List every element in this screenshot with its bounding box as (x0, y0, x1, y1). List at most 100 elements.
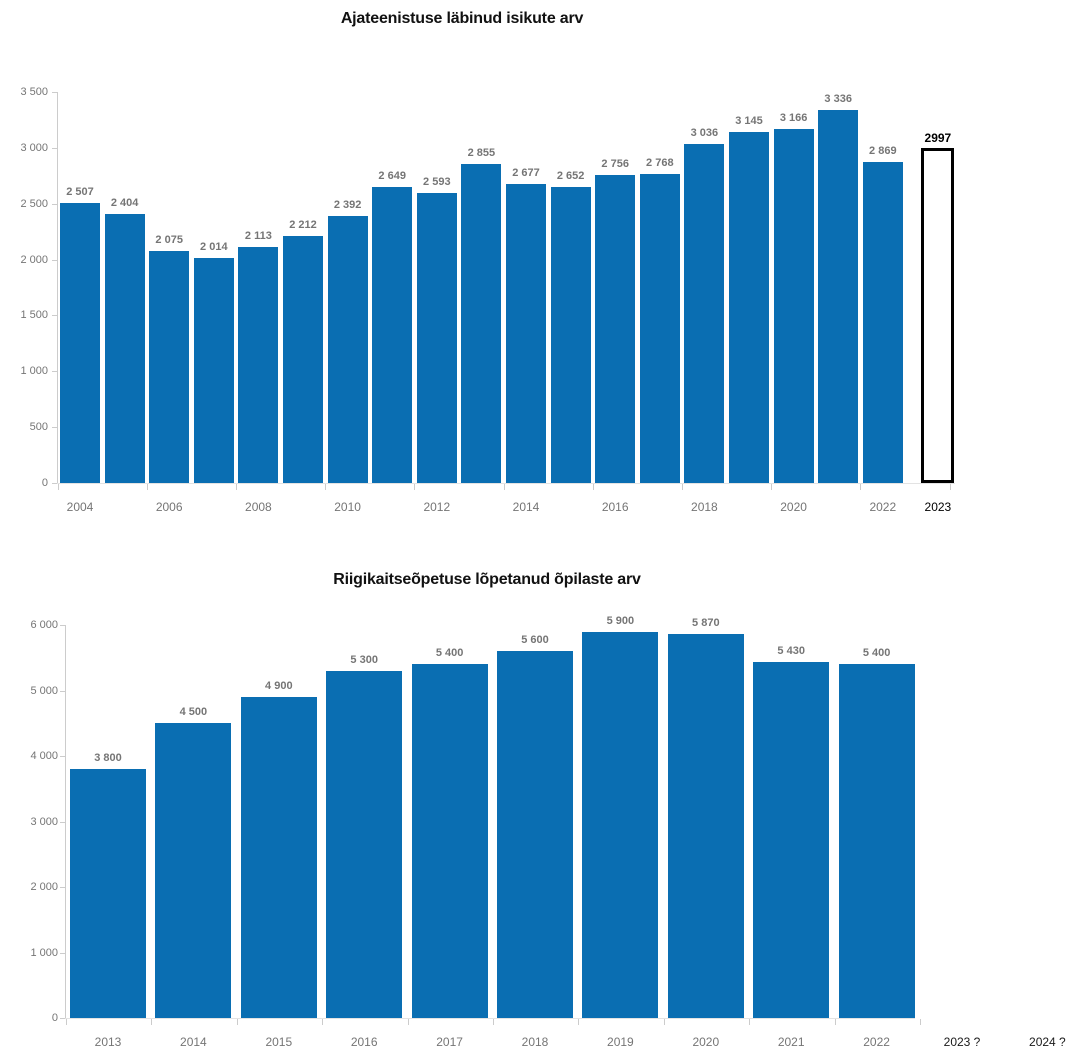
bar-value-label: 2 869 (869, 145, 897, 157)
bar-value-label: 2 649 (378, 170, 406, 182)
y-tick-mark (52, 92, 57, 93)
x-tick-mark (407, 1019, 409, 1025)
y-tick-label: 1 000 (20, 365, 48, 378)
bar-value-label: 2 392 (333, 199, 362, 211)
bar-2015 (240, 697, 317, 1018)
bar-value-label: 2 404 (110, 197, 139, 209)
bar-2018 (497, 651, 573, 1018)
x-tick-label: 2020 (692, 1035, 720, 1049)
x-tick-mark (771, 484, 773, 490)
bar-value-label: 2 507 (66, 186, 94, 198)
y-tick-label: 3 000 (20, 141, 48, 154)
y-tick-mark (52, 315, 57, 317)
x-tick-label: 2021 (777, 1035, 805, 1049)
bar-value-label: 5 400 (862, 647, 891, 659)
x-tick-mark (834, 1019, 836, 1025)
x-tick-label: 2020 (780, 500, 807, 514)
x-tick-mark (151, 1019, 153, 1025)
x-tick-mark (681, 484, 683, 490)
x-tick-mark (66, 1019, 67, 1025)
y-tick-mark (60, 952, 65, 954)
chart-title: Ajateenistuse läbinud isikute arv (340, 10, 584, 27)
y-tick-label: 4 000 (30, 750, 58, 762)
bar-value-label: 5 300 (350, 654, 378, 666)
bar-2020 (667, 634, 744, 1018)
y-tick-label: 0 (41, 477, 48, 489)
x-tick-label: 2014 (512, 500, 540, 514)
x-tick-mark (322, 1019, 324, 1025)
x-axis-line (57, 483, 955, 484)
bar-2008 (238, 247, 279, 483)
chart-conscription-completed: Ajateenistuse läbinud isikute arv 0 500 1 … (20, 10, 955, 514)
bar-2022 (838, 664, 915, 1018)
bar-2012 (416, 193, 457, 483)
bar-2017 (411, 664, 488, 1018)
x-tick-label: 2016 (601, 500, 629, 514)
chart-title: Riigikaitseõpetuse lõpetanud õpilaste ar… (333, 571, 641, 588)
bar-value-label: 5 430 (777, 645, 805, 657)
x-tick-label: 2023 (924, 500, 952, 514)
x-tick-label: 2018 (691, 500, 718, 514)
bar-2016 (595, 175, 636, 483)
bar-value-label: 5 900 (606, 615, 635, 627)
bar-2009 (283, 236, 323, 483)
x-axis-line (65, 1018, 915, 1019)
bar-value-label: 2 593 (423, 176, 451, 188)
x-tick-mark (146, 484, 148, 490)
bar-2020 (773, 129, 814, 483)
x-tick-label: 2008 (245, 500, 272, 514)
y-tick-mark (52, 427, 57, 429)
x-tick-mark (949, 484, 951, 490)
x-tick-label: 2014 (180, 1035, 207, 1049)
x-tick-mark (663, 1019, 665, 1025)
bar-2017 (639, 174, 680, 483)
bar-value-label: 4 900 (265, 680, 293, 692)
bar-value-label: 5 600 (521, 634, 549, 646)
bar-value-label: 5 400 (435, 647, 464, 659)
bar-2013 (70, 769, 146, 1018)
y-tick-mark (52, 371, 57, 373)
bar-2011 (372, 187, 413, 483)
y-tick-mark (60, 887, 65, 888)
x-tick-mark (325, 484, 327, 490)
x-tick-mark (57, 484, 59, 490)
x-tick-label: 2016 (350, 1035, 378, 1049)
bar-2014 (506, 184, 546, 483)
y-tick-mark (52, 203, 57, 205)
bar-value-label: 2 075 (155, 234, 183, 246)
x-tick-mark (236, 1019, 238, 1025)
bar-value-label: 3 800 (94, 752, 122, 764)
x-tick-label: 2023 ? (943, 1035, 981, 1049)
bar-value-label: 2 677 (512, 167, 540, 179)
bar-value-label: 2 756 (601, 158, 629, 170)
x-tick-label: 2006 (155, 500, 183, 514)
y-tick-mark (60, 625, 65, 626)
bar-2010 (327, 216, 368, 483)
y-tick-label: 2 000 (20, 253, 48, 266)
y-tick-label: 6 000 (30, 619, 58, 631)
x-tick-label: 2022 (863, 1035, 890, 1049)
bar-2021 (818, 110, 859, 483)
x-tick-mark (414, 484, 416, 490)
bar-value-label: 3 145 (735, 115, 763, 127)
bar-value-label: 2 652 (556, 170, 585, 182)
y-tick-mark (60, 1018, 65, 1019)
x-tick-mark (860, 484, 862, 490)
bar-2019 (729, 132, 769, 483)
bar-2018 (684, 144, 725, 483)
x-tick-label: 2010 (334, 500, 361, 514)
x-tick-label: 2019 (607, 1035, 634, 1049)
bar-2006 (149, 251, 190, 483)
bar-2004 (60, 203, 100, 483)
x-tick-mark (749, 1019, 751, 1025)
bar-value-label: 2 014 (200, 241, 228, 253)
y-tick-label: 5 000 (30, 684, 58, 697)
x-tick-mark (920, 1019, 921, 1025)
bar-2005 (104, 214, 145, 483)
y-tick-mark (60, 690, 65, 692)
x-tick-label: 2013 (94, 1035, 122, 1049)
bar-value-label: 2 768 (646, 157, 674, 169)
y-tick-label: 3 000 (30, 815, 58, 828)
y-tick-label: 2 000 (30, 881, 58, 893)
